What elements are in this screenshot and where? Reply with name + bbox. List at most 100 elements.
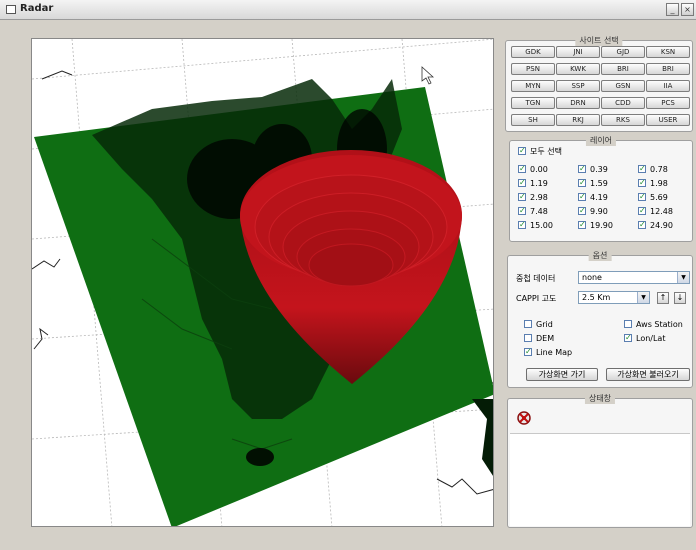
cappi-value: 2.5 Km xyxy=(582,293,611,302)
checkbox-box xyxy=(638,205,646,216)
checkbox-box xyxy=(524,346,532,357)
layer-panel: 레이어 모두 선택 0.00 0.39 0.78 1.19 1.59 1.98 … xyxy=(509,135,693,242)
angle-checkbox[interactable]: 0.39 xyxy=(578,163,608,175)
checkbox-box xyxy=(518,163,526,174)
status-panel: 상태창 xyxy=(507,393,693,528)
angle-label: 9.90 xyxy=(590,207,608,216)
site-button-gsn[interactable]: GSN xyxy=(601,80,645,92)
site-button-tgn[interactable]: TGN xyxy=(511,97,555,109)
site-button-ksn[interactable]: KSN xyxy=(646,46,690,58)
lonlat-checkbox[interactable]: Lon/Lat xyxy=(624,332,665,344)
options-panel: 옵션 중첩 데이터 none ▼ CAPPI 고도 2.5 Km ▼ ↑ ↓ G… xyxy=(507,250,693,388)
radar-cone xyxy=(240,150,462,384)
status-panel-title: 상태창 xyxy=(584,393,616,404)
angle-checkbox[interactable]: 7.48 xyxy=(518,205,548,217)
chevron-down-icon: ▼ xyxy=(637,292,649,303)
checkbox-box xyxy=(578,177,586,188)
overlay-select[interactable]: none ▼ xyxy=(578,271,690,284)
angle-checkbox[interactable]: 15.00 xyxy=(518,219,553,231)
angle-checkbox[interactable]: 0.00 xyxy=(518,163,548,175)
window-title: Radar xyxy=(20,3,54,14)
angle-checkbox[interactable]: 0.78 xyxy=(638,163,668,175)
angle-label: 2.98 xyxy=(530,193,548,202)
checkbox-box xyxy=(638,177,646,188)
site-button-gjd[interactable]: GJD xyxy=(601,46,645,58)
site-button-sh[interactable]: SH xyxy=(511,114,555,126)
angle-label: 1.98 xyxy=(650,179,668,188)
site-button-kwk[interactable]: KWK xyxy=(556,63,600,75)
angle-label: 15.00 xyxy=(530,221,553,230)
angle-checkbox[interactable]: 1.98 xyxy=(638,177,668,189)
dem-label: DEM xyxy=(536,334,555,343)
status-icon[interactable] xyxy=(515,409,533,427)
select-all-checkbox[interactable]: 모두 선택 xyxy=(518,145,562,157)
checkbox-box xyxy=(524,334,532,342)
angle-label: 1.19 xyxy=(530,179,548,188)
checkbox-box xyxy=(624,332,632,343)
title-bar: Radar _ × xyxy=(0,0,696,20)
checkbox-box xyxy=(518,191,526,202)
line-map-label: Line Map xyxy=(536,348,573,357)
site-button-rks[interactable]: RKS xyxy=(601,114,645,126)
checkbox-box xyxy=(518,205,526,216)
checkbox-box xyxy=(578,163,586,174)
site-button-user[interactable]: USER xyxy=(646,114,690,126)
checkbox-box xyxy=(578,205,586,216)
site-button-ssp[interactable]: SSP xyxy=(556,80,600,92)
angle-label: 19.90 xyxy=(590,221,613,230)
angle-checkbox[interactable]: 1.59 xyxy=(578,177,608,189)
angle-checkbox[interactable]: 19.90 xyxy=(578,219,613,231)
angle-checkbox[interactable]: 12.48 xyxy=(638,205,673,217)
line-map-checkbox[interactable]: Line Map xyxy=(524,346,573,358)
options-panel-title: 옵션 xyxy=(588,250,612,261)
window-icon xyxy=(6,5,16,14)
grid-label: Grid xyxy=(536,320,553,329)
checkbox-box xyxy=(578,219,586,230)
site-button-cdd[interactable]: CDD xyxy=(601,97,645,109)
angle-label: 7.48 xyxy=(530,207,548,216)
close-button[interactable]: × xyxy=(681,3,694,16)
checkbox-box xyxy=(638,191,646,202)
angle-checkbox[interactable]: 5.69 xyxy=(638,191,668,203)
aws-station-checkbox[interactable]: Aws Station xyxy=(624,319,683,330)
cappi-label: CAPPI 고도 xyxy=(516,294,557,303)
site-button-drn[interactable]: DRN xyxy=(556,97,600,109)
angle-label: 1.59 xyxy=(590,179,608,188)
checkbox-box xyxy=(624,320,632,328)
site-button-rkj[interactable]: RKJ xyxy=(556,114,600,126)
site-selection-panel: 사이트 선택 GDK JNI GJD KSN PSN KWK BRI BRI M… xyxy=(505,35,693,132)
minimize-button[interactable]: _ xyxy=(666,3,679,16)
site-button-myn[interactable]: MYN xyxy=(511,80,555,92)
overlay-value: none xyxy=(582,273,602,282)
checkbox-box xyxy=(518,177,526,188)
cappi-up-button[interactable]: ↑ xyxy=(657,292,669,304)
site-button-psn[interactable]: PSN xyxy=(511,63,555,75)
checkbox-box xyxy=(638,219,646,230)
angle-checkbox[interactable]: 2.98 xyxy=(518,191,548,203)
aws-station-label: Aws Station xyxy=(636,320,683,329)
cappi-select[interactable]: 2.5 Km ▼ xyxy=(578,291,650,304)
checkbox-box xyxy=(518,145,526,156)
cappi-down-button[interactable]: ↓ xyxy=(674,292,686,304)
load-view-button[interactable]: 가상화면 가기 xyxy=(526,368,598,381)
angle-checkbox[interactable]: 9.90 xyxy=(578,205,608,217)
site-button-bri-2[interactable]: BRI xyxy=(646,63,690,75)
site-button-gdk[interactable]: GDK xyxy=(511,46,555,58)
layer-panel-title: 레이어 xyxy=(585,135,617,146)
save-view-button[interactable]: 가상화면 불러오기 xyxy=(606,368,690,381)
dem-checkbox[interactable]: DEM xyxy=(524,333,554,344)
angle-checkbox[interactable]: 24.90 xyxy=(638,219,673,231)
grid-checkbox[interactable]: Grid xyxy=(524,319,553,330)
map-3d-viewport[interactable] xyxy=(31,38,494,527)
chevron-down-icon: ▼ xyxy=(677,272,689,283)
angle-checkbox[interactable]: 4.19 xyxy=(578,191,608,203)
angle-label: 0.78 xyxy=(650,165,668,174)
site-button-pcs[interactable]: PCS xyxy=(646,97,690,109)
site-button-jni[interactable]: JNI xyxy=(556,46,600,58)
angle-label: 4.19 xyxy=(590,193,608,202)
site-button-iia[interactable]: IIA xyxy=(646,80,690,92)
checkbox-box xyxy=(638,163,646,174)
site-button-bri[interactable]: BRI xyxy=(601,63,645,75)
angle-checkbox[interactable]: 1.19 xyxy=(518,177,548,189)
select-all-label: 모두 선택 xyxy=(530,147,562,156)
